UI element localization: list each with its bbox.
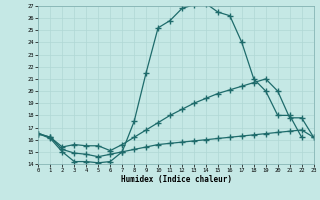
X-axis label: Humidex (Indice chaleur): Humidex (Indice chaleur) (121, 175, 231, 184)
